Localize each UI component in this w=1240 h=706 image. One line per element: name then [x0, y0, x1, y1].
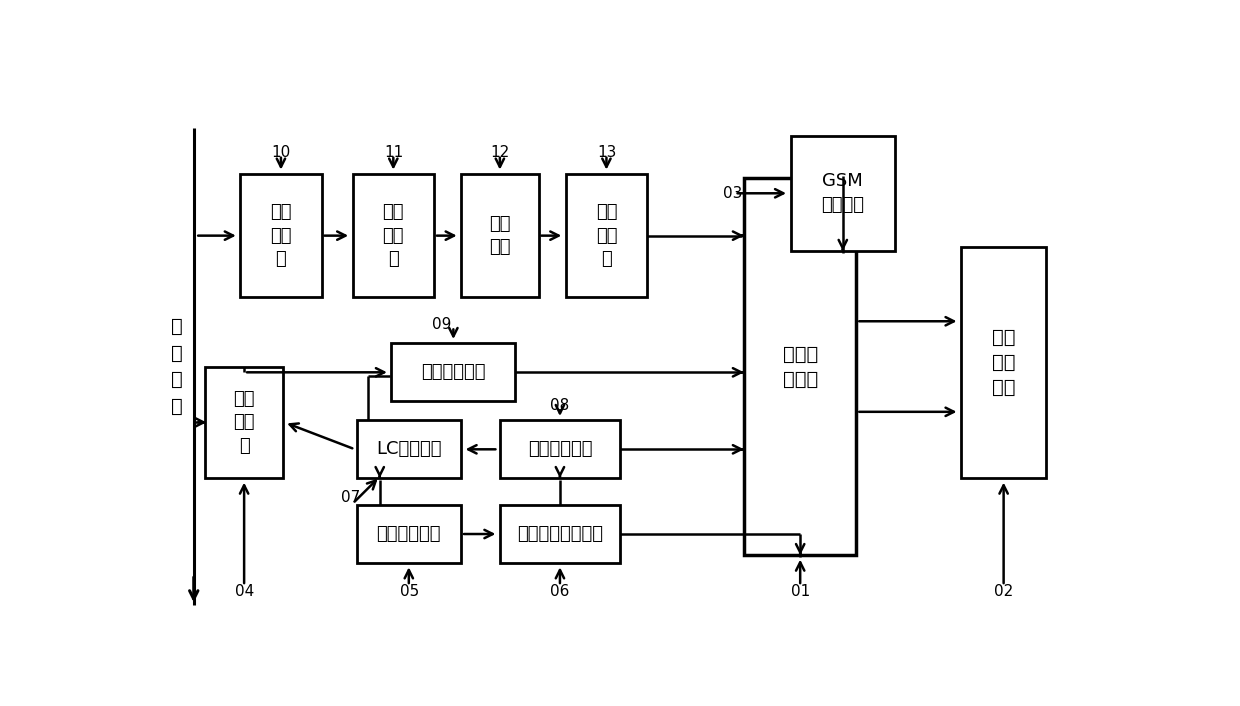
- Bar: [961, 247, 1047, 478]
- Text: 13: 13: [598, 145, 616, 160]
- Text: 人机
交互
单元: 人机 交互 单元: [992, 328, 1016, 397]
- Text: 微处理
器单元: 微处理 器单元: [782, 345, 818, 388]
- Bar: [241, 174, 321, 297]
- Bar: [565, 174, 647, 297]
- Bar: [791, 136, 895, 251]
- Text: 02: 02: [994, 584, 1013, 599]
- Bar: [357, 421, 461, 478]
- Text: 05: 05: [399, 584, 419, 599]
- Bar: [392, 343, 516, 401]
- Text: 11: 11: [384, 145, 403, 160]
- Text: GSM
通信模块: GSM 通信模块: [821, 172, 864, 214]
- Text: 开关直流升压电路: 开关直流升压电路: [517, 525, 603, 543]
- Bar: [461, 174, 538, 297]
- Text: 09: 09: [432, 317, 451, 332]
- Text: 07: 07: [341, 490, 360, 505]
- Text: 全桥逆变电路: 全桥逆变电路: [528, 441, 593, 458]
- Text: 电流
互感
器: 电流 互感 器: [270, 203, 291, 268]
- Bar: [357, 505, 461, 563]
- Text: 03: 03: [723, 186, 742, 201]
- Text: 高通
滤波
器: 高通 滤波 器: [595, 203, 618, 268]
- Text: 电压
互感
器: 电压 互感 器: [233, 390, 255, 455]
- Text: 01: 01: [791, 584, 810, 599]
- Bar: [500, 421, 620, 478]
- Text: 04: 04: [234, 584, 254, 599]
- Bar: [352, 174, 434, 297]
- Bar: [744, 178, 857, 555]
- Bar: [206, 366, 283, 478]
- Text: 低通
滤波
器: 低通 滤波 器: [383, 203, 404, 268]
- Text: 放大
电路: 放大 电路: [489, 215, 511, 256]
- Text: 12: 12: [490, 145, 510, 160]
- Text: 电源管理电路: 电源管理电路: [377, 525, 441, 543]
- Text: 08: 08: [549, 397, 569, 412]
- Text: 电压采样电路: 电压采样电路: [422, 364, 486, 381]
- Text: 10: 10: [272, 145, 291, 160]
- Text: 06: 06: [549, 584, 569, 599]
- Text: 待
测
线
路: 待 测 线 路: [171, 317, 182, 416]
- Text: LC滤波电路: LC滤波电路: [376, 441, 441, 458]
- Bar: [500, 505, 620, 563]
